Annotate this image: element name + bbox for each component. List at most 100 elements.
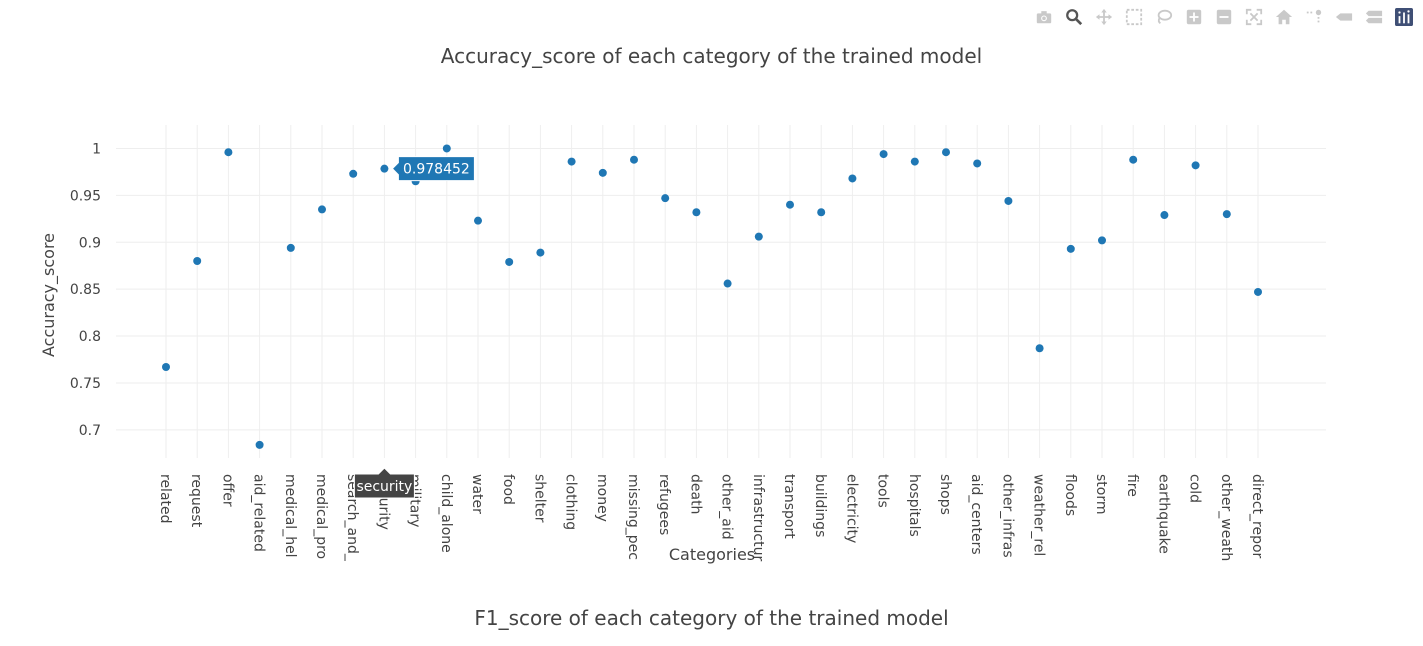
y-gridlines [116,147,1326,431]
data-point[interactable] [1004,196,1013,205]
data-point[interactable] [162,363,170,372]
x-tick-label: weather_rel [1031,474,1047,556]
data-point[interactable] [1254,287,1262,296]
data-point[interactable] [1098,236,1106,245]
x-tick-label: fire [1124,474,1140,497]
x-tick-label: medical_hel [282,474,298,558]
x-tick-label: shops [937,474,953,515]
hover-category-text: security [356,479,412,495]
x-axis-title: Categories [669,545,755,564]
data-point[interactable] [474,216,482,225]
lasso-icon[interactable] [1151,6,1177,28]
zoom-in-icon[interactable] [1181,6,1207,28]
x-tick-label: infrastructur [750,474,766,561]
x-tick-label: direct_repor [1249,474,1265,559]
plotly-logo-icon[interactable] [1391,6,1417,28]
data-point[interactable] [879,150,888,159]
hover-layer: 0.978452 security [353,156,475,499]
data-point[interactable] [598,168,607,177]
data-point[interactable] [723,279,732,288]
data-point[interactable] [224,148,233,157]
x-tick-label: food [500,474,516,505]
data-points [162,144,1262,449]
chart-title: Accuracy_score of each category of the t… [440,44,983,68]
data-point[interactable] [536,248,545,257]
hover-compare-icon[interactable] [1361,6,1387,28]
x-tick-label: hospitals [906,474,922,537]
hover-category-label: security [353,467,415,499]
scatter-plot[interactable]: 0.7 0.75 0.8 0.85 0.9 0.95 1 related request off… [0,0,1423,600]
data-point[interactable] [973,159,982,168]
x-tick-label: water [469,474,485,514]
x-tick-labels: related request offer aid_related medical_he… [157,474,1265,562]
y-tick-label: 0.75 [70,376,101,392]
x-tick-label: related [157,474,173,524]
data-point[interactable] [318,205,326,214]
x-tick-label: refugees [656,474,672,535]
x-tick-label: clothing [563,474,579,530]
x-tick-label: other_weath [1218,474,1234,561]
x-tick-label: other_infras [999,474,1015,558]
x-tick-label: death [687,474,703,514]
zoom-out-icon[interactable] [1211,6,1237,28]
data-point[interactable] [817,208,826,217]
data-point[interactable] [1066,244,1075,253]
spike-lines-icon[interactable] [1301,6,1327,28]
data-point[interactable] [286,243,295,252]
x-tick-label: offer [219,474,235,507]
data-point[interactable] [567,157,576,166]
y-tick-label: 0.7 [79,423,101,439]
zoom-icon[interactable] [1061,6,1087,28]
y-tick-label: 0.9 [79,235,101,251]
data-point[interactable] [1222,210,1231,219]
data-point[interactable] [786,200,794,209]
data-point[interactable] [349,169,358,178]
data-point[interactable] [754,232,763,241]
x-tick-label: cold [1187,474,1203,503]
y-tick-label: 1 [92,141,101,157]
hover-value-text: 0.978452 [403,162,470,178]
y-axis-title: Accuracy_score [39,233,59,357]
pan-icon[interactable] [1091,6,1117,28]
data-point[interactable] [692,208,701,217]
y-tick-label: 0.85 [70,282,101,298]
x-tick-label: storm [1093,474,1109,515]
autoscale-icon[interactable] [1241,6,1267,28]
reset-axes-icon[interactable] [1271,6,1297,28]
x-tick-label: shelter [531,474,547,523]
data-point[interactable] [1191,161,1200,170]
hover-closest-icon[interactable] [1331,6,1357,28]
x-tick-label: child_alone [438,474,454,553]
data-point[interactable] [942,148,950,157]
data-point[interactable] [442,144,451,153]
hover-value-label: 0.978452 [391,156,475,182]
data-point[interactable] [505,257,514,266]
box-select-icon[interactable] [1121,6,1147,28]
data-point[interactable] [630,155,638,164]
data-point[interactable] [910,157,919,166]
x-tick-label: money [594,474,610,522]
x-tick-label: electricity [843,474,859,543]
x-tick-label: medical_pro [313,474,329,559]
x-tick-label: tools [875,474,891,508]
data-point[interactable] [848,174,857,183]
x-tick-label: missing_pec [625,474,641,560]
data-point[interactable] [661,194,670,203]
data-point[interactable] [255,440,264,449]
x-tick-label: aid_centers [968,474,984,555]
data-point[interactable] [380,164,389,173]
camera-icon[interactable] [1031,6,1057,28]
x-gridlines [165,125,1259,458]
x-tick-label: buildings [812,474,828,537]
data-point[interactable] [1035,344,1044,353]
x-tick-label: request [188,474,204,528]
data-point[interactable] [1129,155,1138,164]
y-tick-label: 0.8 [79,329,101,345]
x-tick-label: earthquake [1155,474,1171,554]
x-tick-label: other_aid [719,474,735,540]
y-tick-labels: 0.7 0.75 0.8 0.85 0.9 0.95 1 [70,141,101,438]
data-point[interactable] [1160,211,1169,220]
x-tick-label: aid_related [251,474,267,552]
data-point[interactable] [193,257,202,266]
x-tick-label: transport [781,474,797,539]
